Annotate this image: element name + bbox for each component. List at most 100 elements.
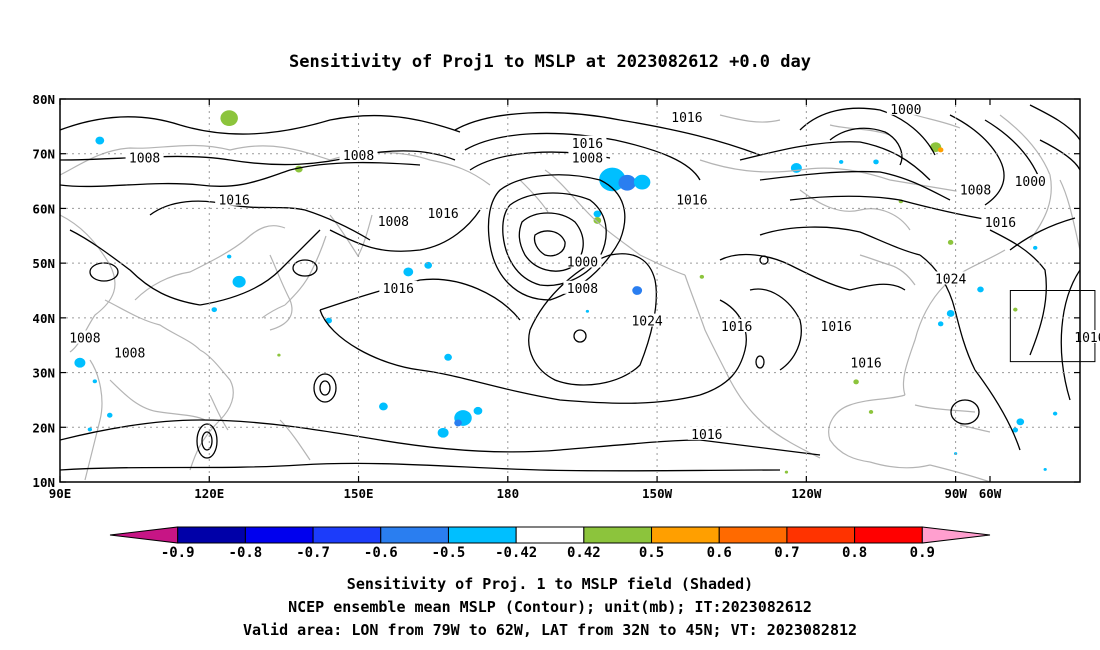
sensitivity-patch — [977, 286, 984, 293]
contour-label-bg — [672, 192, 711, 206]
footer-line-2: NCEP ensemble mean MSLP (Contour); unit(… — [288, 598, 812, 616]
sensitivity-patch — [618, 174, 636, 191]
y-tick-label: 50N — [32, 256, 55, 271]
contour-label-bg — [215, 192, 254, 206]
sensitivity-patch — [633, 174, 651, 190]
contour-label: 1008 — [572, 152, 603, 167]
sensitivity-patch — [937, 321, 944, 327]
y-tick-label: 20N — [32, 420, 55, 435]
colorbar-cell — [583, 526, 653, 544]
contour-label: 1016 — [676, 194, 707, 209]
contour-label: 1016 — [671, 111, 702, 126]
valid-area-rect — [1009, 290, 1096, 363]
y-tick-label: 80N — [32, 92, 55, 107]
contour-label: 1024 — [631, 315, 662, 330]
x-tick-label: 120E — [194, 486, 224, 501]
sensitivity-shading — [74, 110, 1058, 474]
sensitivity-patch — [220, 110, 238, 127]
sensitivity-patch — [424, 261, 433, 269]
sensitivity-patch — [838, 159, 844, 164]
contour-label: 1008 — [343, 149, 374, 164]
y-tick-label: 60N — [32, 201, 55, 216]
colorbar-cell — [718, 526, 788, 544]
x-tick-label: 150W — [642, 486, 673, 501]
contour-label-bg — [65, 330, 104, 344]
colorbar-cell — [651, 526, 720, 544]
colorbar-cell — [380, 526, 449, 544]
sensitivity-patch — [937, 147, 944, 153]
contour-label: 1016 — [218, 194, 249, 209]
colorbar-label: 0.42 — [567, 545, 601, 561]
sensitivity-patch — [1043, 467, 1047, 471]
map-frame — [59, 98, 1081, 483]
contour-label: 1016 — [691, 428, 722, 443]
sensitivity-patch — [599, 167, 626, 192]
colorbar-label: -0.7 — [296, 545, 330, 561]
contour-label-bg — [563, 254, 602, 268]
sensitivity-patch — [87, 427, 93, 432]
footer-line-1: Sensitivity of Proj. 1 to MSLP field (Sh… — [347, 575, 753, 593]
contour-label: 1016 — [821, 320, 852, 335]
longitude-axis: 90E 120E 150E 180 150W 120W 90W 60W — [49, 99, 1002, 501]
sensitivity-patch — [437, 427, 449, 438]
contour-label-bg — [568, 135, 607, 149]
colorbar-label: -0.9 — [161, 545, 195, 561]
figure-title: Sensitivity of Proj1 to MSLP at 20230826… — [289, 52, 811, 72]
sensitivity-patch — [454, 419, 462, 427]
x-tick-label: 90E — [49, 486, 72, 501]
sensitivity-patch — [1052, 411, 1058, 416]
contour-label-bg — [931, 271, 970, 285]
sensitivity-patch — [632, 286, 643, 295]
footer-line-3: Valid area: LON from 79W to 62W, LAT fro… — [243, 621, 857, 639]
contour-label: 1016 — [985, 216, 1016, 231]
colorbar-label: 0.7 — [774, 545, 799, 561]
coastlines — [60, 109, 1080, 482]
contour-label: 1016 — [427, 207, 458, 222]
sensitivity-patch — [868, 409, 874, 414]
y-tick-label: 70N — [32, 147, 55, 162]
contour-label: 1016 — [383, 282, 414, 297]
y-tick-label: 10N — [32, 475, 55, 490]
sensitivity-patch — [92, 379, 98, 384]
contour-label-bg — [374, 214, 413, 228]
sensitivity-patch — [699, 274, 705, 279]
sensitivity-patch — [444, 353, 452, 361]
colorbar-cell — [109, 526, 179, 544]
colorbar-cell — [854, 526, 923, 544]
contour-label-bg — [110, 345, 149, 359]
sensitivity-patch — [946, 310, 955, 317]
sensitivity-patch — [1033, 245, 1038, 250]
latitude-axis: 80N 70N 60N 50N 40N 30N 20N 10N — [32, 92, 1080, 490]
colorbar-cell — [921, 526, 991, 544]
x-tick-label: 60W — [979, 486, 1002, 501]
x-tick-label: 150E — [343, 486, 373, 501]
x-tick-label: 120W — [791, 486, 822, 501]
contour-label-bg — [717, 319, 756, 333]
valid-area-box — [1009, 290, 1096, 363]
contour-label: 1000 — [1015, 175, 1046, 190]
sensitivity-patch — [226, 254, 232, 259]
contour-label-bg — [568, 150, 607, 164]
contour-label-bg — [847, 355, 886, 369]
sensitivity-patch — [379, 402, 388, 411]
sensitivity-patch — [585, 309, 590, 313]
contour-label: 1016 — [850, 357, 881, 372]
contour-label-bg — [956, 182, 995, 196]
contour-label-bg — [886, 101, 925, 115]
colorbar-label: -0.42 — [495, 545, 537, 561]
sensitivity-patch — [593, 217, 602, 224]
colorbar-cell — [312, 526, 382, 544]
contour-label: 1000 — [890, 103, 921, 118]
colorbar-label: 0.9 — [910, 545, 935, 561]
colorbar-label: -0.8 — [229, 545, 263, 561]
colorbar-label: -0.6 — [364, 545, 398, 561]
x-tick-label: 180 — [497, 486, 520, 501]
contour-label: 1008 — [129, 152, 160, 167]
contour-label: 1016 — [572, 137, 603, 152]
contour-label-bg — [817, 319, 856, 333]
contour-label: 1008 — [378, 215, 409, 230]
sensitivity-patch — [95, 136, 105, 145]
